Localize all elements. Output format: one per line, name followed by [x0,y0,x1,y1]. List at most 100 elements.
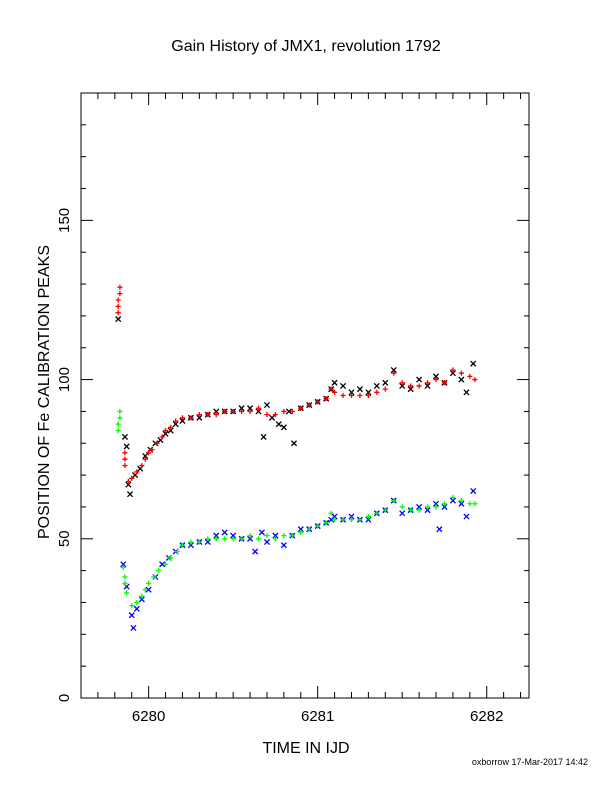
data-point [205,536,211,542]
data-point [374,510,380,516]
data-point [298,529,304,536]
data-point [117,408,123,415]
data-point [124,590,130,596]
data-point [290,440,298,447]
data-point [272,536,279,542]
data-point [356,386,364,393]
data-point [391,497,397,504]
data-point [146,450,152,456]
data-point [255,536,262,542]
data-point [382,379,389,386]
data-point [467,373,473,379]
data-point [117,291,123,297]
plot-frame [80,92,530,699]
data-point [331,389,338,395]
data-point [463,513,470,520]
data-point [433,504,439,510]
data-point [275,421,282,428]
data-point [246,535,254,542]
data-point [168,555,174,561]
data-point [139,462,145,469]
data-point [122,574,128,580]
y-axis-label: POSITION OF Fe CALIBRATION PEAKS [36,245,53,539]
data-point [179,542,186,548]
data-point [365,392,371,399]
data-point [159,561,166,568]
data-point [115,310,121,316]
data-point [188,539,194,545]
data-point [120,564,126,571]
data-point [263,401,271,409]
data-point [340,517,346,523]
data-point [281,533,287,539]
data-point [272,532,279,539]
data-point [450,367,456,373]
data-point [323,396,329,402]
data-point [238,405,245,412]
data-point [306,402,312,408]
data-point [230,536,236,542]
data-point [121,433,129,440]
data-point [408,507,414,513]
data-point [458,497,464,504]
data-point [432,373,440,380]
data-marks [115,284,478,632]
data-point [357,392,363,399]
data-point [424,504,431,510]
data-point [416,503,423,511]
data-point [263,538,271,546]
data-point [125,481,132,488]
data-point [331,517,338,523]
data-point [142,456,148,462]
data-point [450,494,456,500]
data-point [328,386,334,392]
data-point [172,421,179,428]
data-point [122,450,128,456]
data-point [213,412,219,418]
data-point [470,360,477,367]
data-point [467,501,473,507]
data-point [179,415,186,421]
data-point [441,380,448,386]
data-point [167,427,174,434]
data-point [348,513,355,520]
data-point [221,529,228,536]
data-point [340,392,346,399]
data-point [264,412,270,418]
data-point [115,303,121,309]
data-point [424,382,431,390]
data-point [449,370,456,377]
data-point [416,383,422,389]
data-point [315,523,321,529]
y-tick-label: 50 [56,530,73,547]
y-tick-label: 150 [56,208,73,233]
data-point [280,542,287,549]
data-point [188,415,194,421]
data-point [205,412,211,418]
data-point [204,538,211,546]
data-point [289,408,295,415]
data-point [230,532,237,539]
data-point [255,405,262,411]
data-point [117,284,123,290]
data-point [441,501,448,507]
data-point [424,507,431,514]
data-point [149,447,155,453]
data-point [281,408,287,415]
data-point [134,469,140,475]
data-point [213,408,220,415]
data-point [280,424,287,431]
data-point [458,370,464,376]
data-point [151,574,157,580]
data-point [239,536,245,542]
data-point [463,389,470,396]
x-tick-label: 6282 [470,708,503,725]
axis-ticks: 6280 6281 6282 0 50 100 150 [56,93,529,725]
data-point [432,500,440,507]
data-point [115,427,121,434]
data-point [129,603,135,609]
data-point [173,418,179,424]
data-point [408,383,414,389]
data-point [255,408,262,415]
data-point [142,452,149,460]
